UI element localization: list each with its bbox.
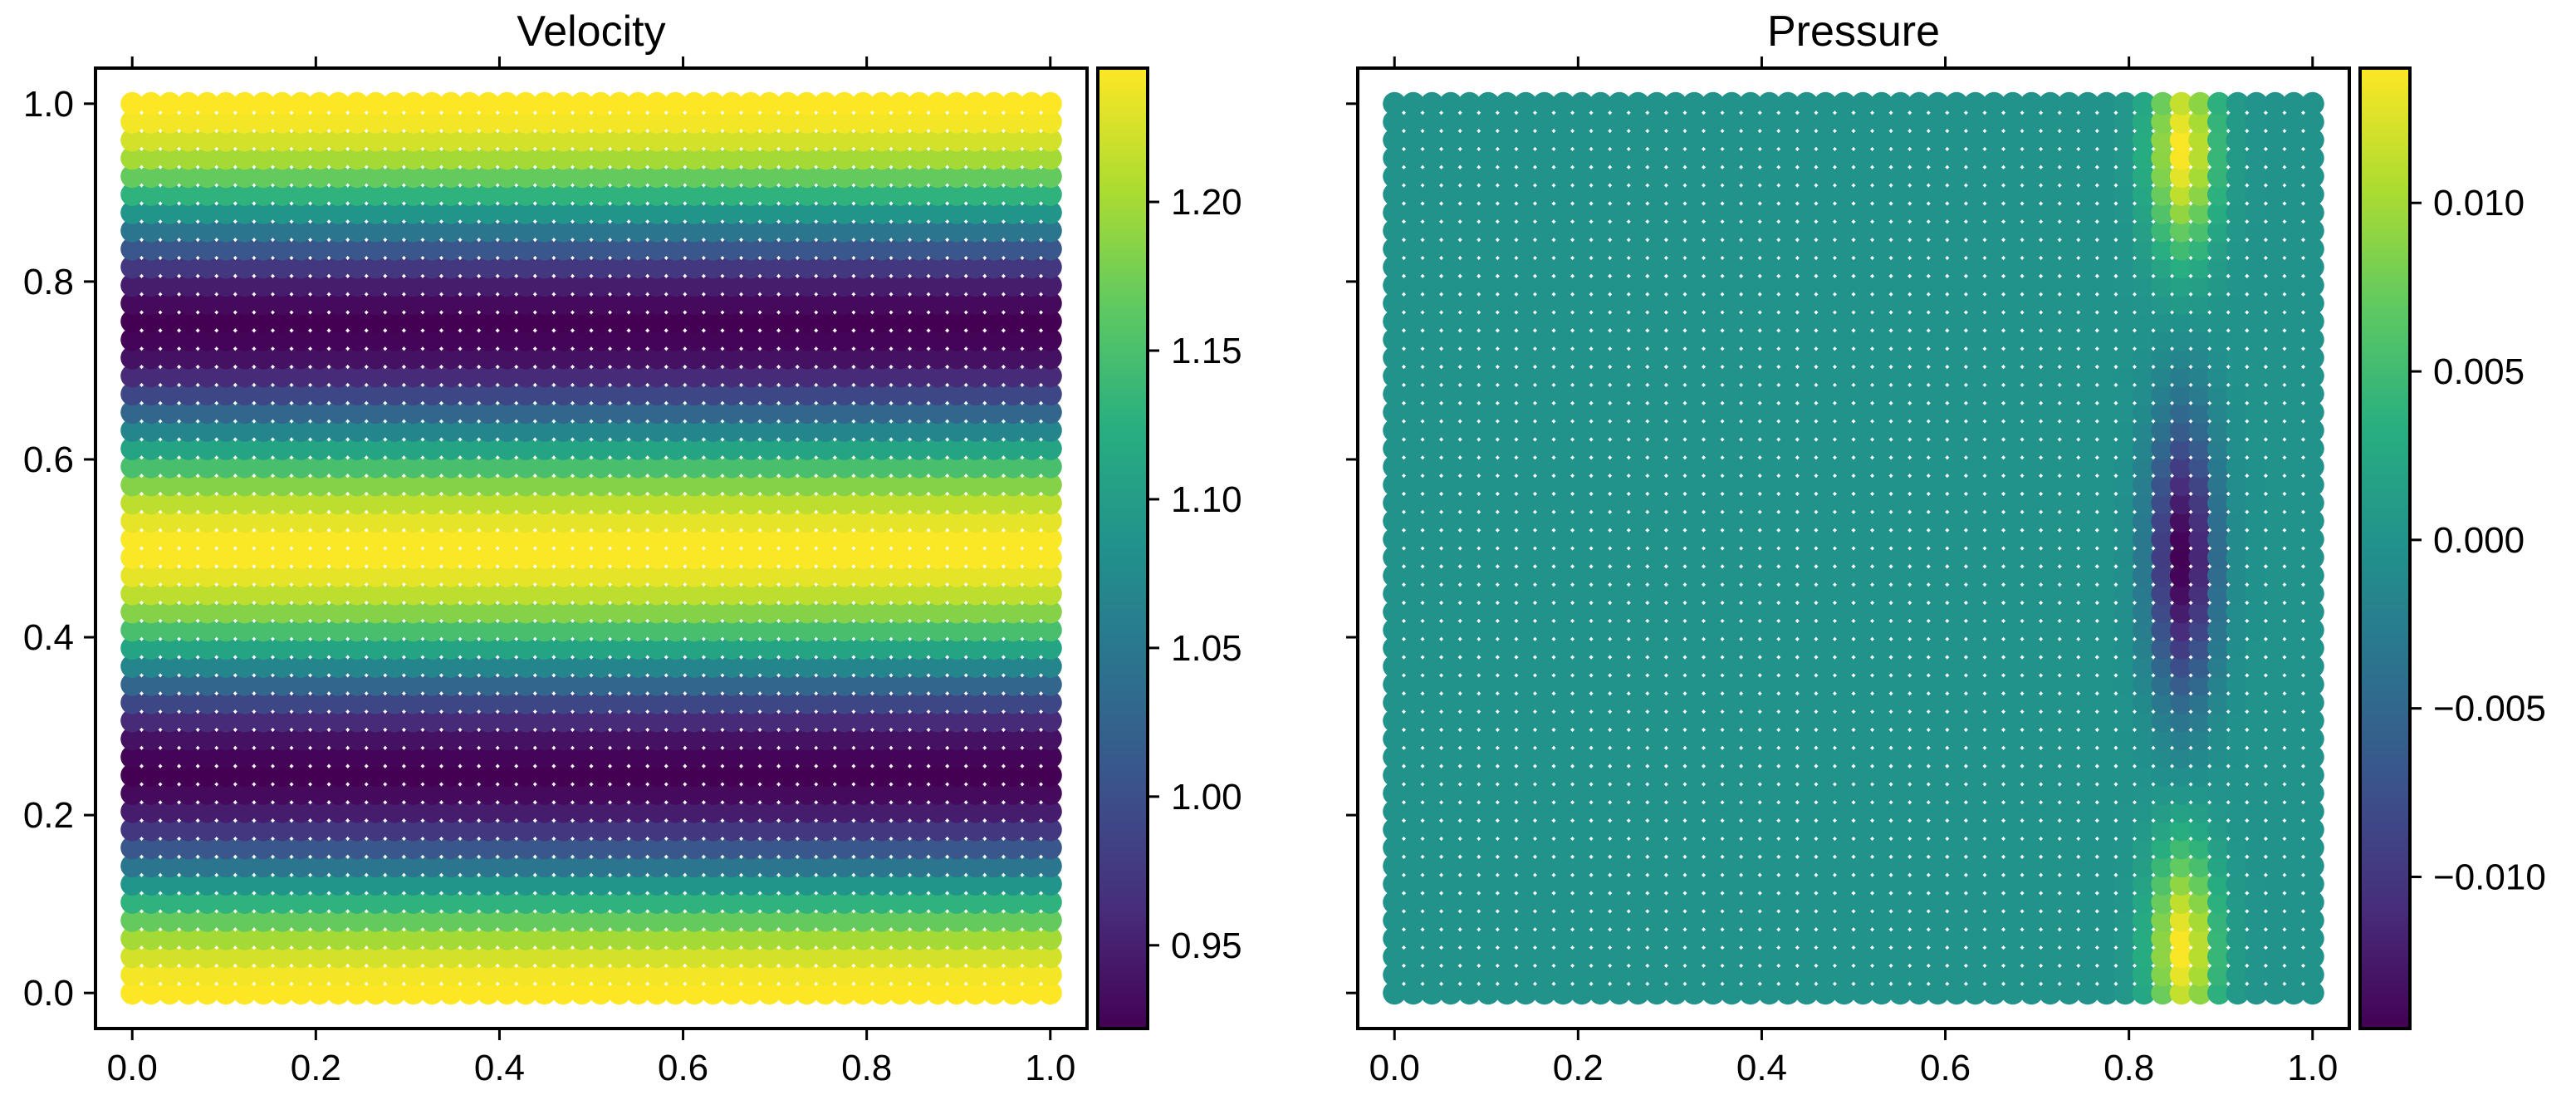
colorbar-tick-label: 1.15 <box>1171 331 1242 371</box>
colorbar-tick-label: 1.00 <box>1171 777 1242 818</box>
colorbar-axis: 0.95 1.00 1.05 1.10 1.15 1.20 <box>1148 182 1242 966</box>
y-axis: 0.0 0.2 0.4 0.6 0.8 1.0 <box>23 84 95 1014</box>
chart-title: Velocity <box>517 7 665 56</box>
x-tick-label: 0.0 <box>107 1048 158 1088</box>
x-tick-label: 0.8 <box>841 1048 892 1088</box>
colorbar-tick-label: 0.95 <box>1171 926 1242 966</box>
y-tick-label: 0.8 <box>23 262 74 302</box>
y-tick-label: 0.2 <box>23 795 74 836</box>
scatter-points <box>120 92 1062 1004</box>
x-tick-label: 0.6 <box>658 1048 708 1088</box>
velocity-panel: Velocity 0.0 0.2 0.4 0.6 0.8 1.0 0.0 0.2 0.4 0.6… <box>23 7 1242 1088</box>
y-tick-label: 1.0 <box>23 84 74 125</box>
colorbar-tick-label: 1.05 <box>1171 628 1242 669</box>
x-tick-label: 0.2 <box>291 1048 341 1088</box>
colorbar-tick-label: 1.10 <box>1171 479 1242 520</box>
y-tick-label: 0.4 <box>23 617 74 658</box>
chart-title: Pressure <box>1767 7 1940 56</box>
x-tick-label: 0.4 <box>474 1048 525 1088</box>
scatter-points <box>1383 92 2324 1004</box>
colorbar <box>1098 68 1148 1029</box>
colorbar-tick-label: 1.20 <box>1171 182 1242 223</box>
y-tick-label: 0.0 <box>23 973 74 1014</box>
y-tick-label: 0.6 <box>23 439 74 480</box>
scatter-point <box>1039 92 1062 115</box>
x-tick-label: 1.0 <box>1025 1048 1075 1088</box>
